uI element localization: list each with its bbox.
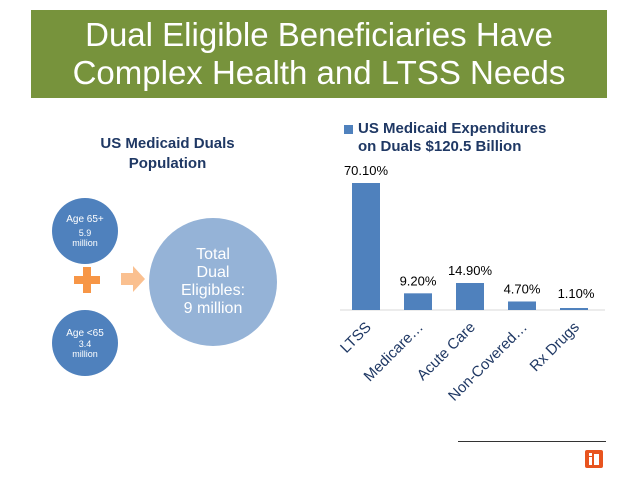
data-label-1: 9.20% [400, 273, 437, 288]
plus-icon [74, 267, 100, 293]
legend-text: US Medicaid Expenditures on Duals $120.5… [358, 120, 546, 156]
total-line-4: 9 million [183, 300, 243, 317]
age-under-65-unit: million [72, 348, 98, 359]
bar-4 [560, 308, 588, 310]
age-65-plus-unit: million [72, 238, 98, 248]
bar-1 [404, 293, 432, 310]
legend-swatch [344, 125, 353, 134]
total-duals-circle: Total Dual Eligibles: 9 million [149, 218, 277, 346]
age-under-65-value: 3.4 [78, 338, 92, 349]
total-line-2: Dual [196, 264, 230, 281]
category-label-0: LTSS [337, 319, 375, 357]
population-title: US Medicaid Duals Population [60, 134, 275, 174]
legend-line-1: US Medicaid Expenditures [358, 120, 547, 137]
age-65-plus-value: 5.9 [78, 228, 92, 238]
age-under-65-label: Age <65 [66, 327, 104, 339]
chart-legend: US Medicaid Expenditures on Duals $120.5… [344, 120, 546, 156]
arrow-right-icon [121, 266, 145, 292]
footer-divider [458, 441, 606, 442]
age-65-plus-circle: Age 65+ 5.9 million [52, 198, 118, 264]
age-under-65-circle: Age <65 3.4 million [52, 310, 118, 376]
slide-title-line-2: Complex Health and LTSS Needs [72, 54, 566, 91]
category-label-4: Rx Drugs [527, 319, 583, 375]
logo-icon [585, 450, 603, 468]
data-label-3: 4.70% [504, 281, 541, 296]
total-line-1: Total [196, 246, 230, 263]
data-label-4: 1.10% [558, 286, 595, 301]
population-title-line-2: Population [128, 155, 207, 172]
data-label-0: 70.10% [344, 163, 389, 178]
legend-line-2: on Duals $120.5 Billion [358, 138, 522, 155]
bar-3 [508, 301, 536, 310]
bar-2 [456, 283, 484, 310]
bar-0 [352, 183, 380, 310]
age-65-plus-label: Age 65+ [66, 214, 104, 225]
slide-title-line-1: Dual Eligible Beneficiaries Have [85, 16, 553, 53]
data-label-2: 14.90% [448, 263, 493, 278]
total-line-3: Eligibles: [180, 282, 246, 299]
title-banner: Dual Eligible Beneficiaries Have Complex… [31, 10, 607, 98]
population-title-line-1: US Medicaid Duals [100, 135, 235, 152]
